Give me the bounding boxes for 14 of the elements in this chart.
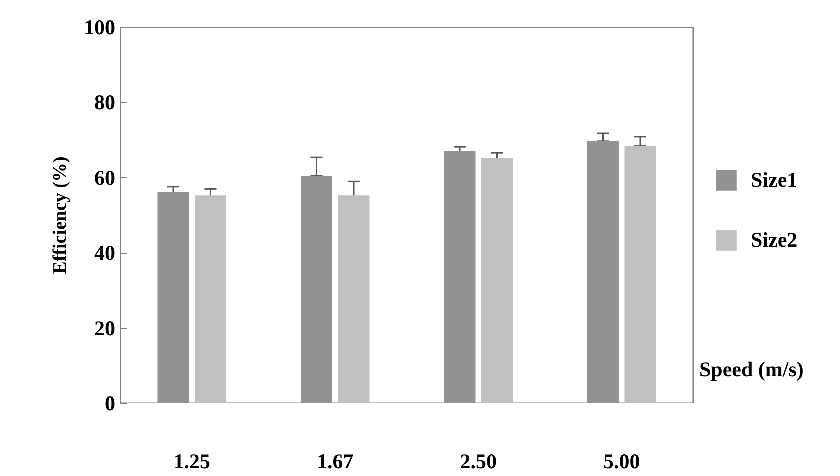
x-tick-label: 1.67: [317, 450, 354, 474]
y-tick-label: 20: [94, 316, 116, 340]
x-tick-label: 1.25: [174, 450, 210, 474]
x-tick-label: 2.50: [460, 450, 497, 474]
legend-label: Size1: [751, 168, 799, 192]
legend-label: Size2: [751, 228, 799, 252]
x-tick-label: 5.00: [604, 450, 640, 474]
y-tick-label: 0: [105, 392, 116, 416]
y-tick-label: 100: [84, 16, 116, 40]
y-tick-label: 80: [94, 90, 116, 115]
y-tick-label: 60: [94, 166, 116, 190]
y-tick-label: 40: [94, 241, 116, 266]
x-axis-title: Speed (m/s): [700, 358, 804, 382]
y-axis-title: Efficiency (%): [50, 156, 71, 274]
